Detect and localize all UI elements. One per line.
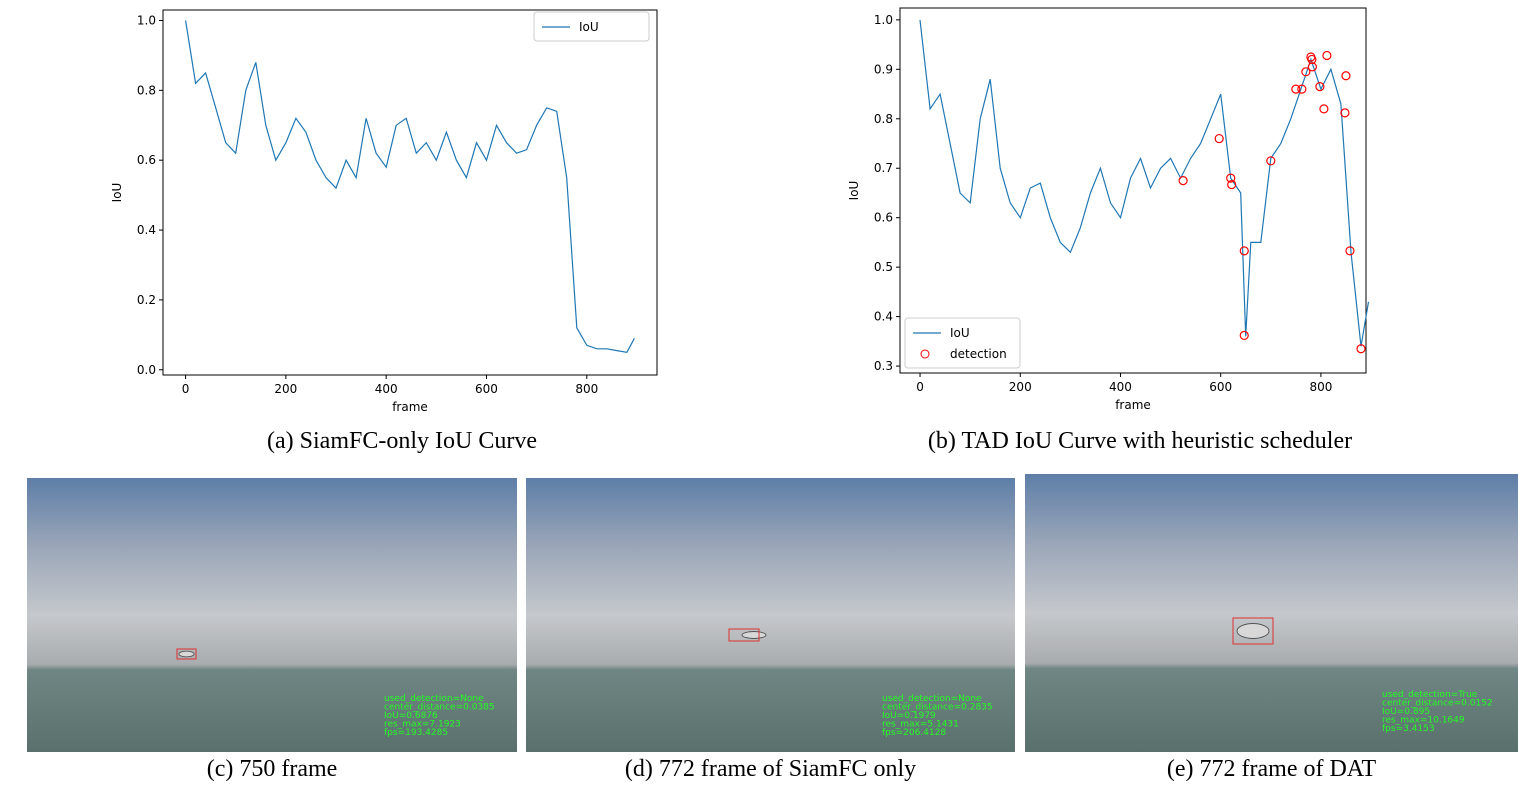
drone xyxy=(178,650,195,658)
drone xyxy=(741,631,767,639)
axes-frame xyxy=(899,7,1367,374)
detection-marker xyxy=(1291,84,1301,94)
overlay-text: IoU=0.895 xyxy=(1382,707,1430,717)
y-tick-label: 0.2 xyxy=(137,293,156,307)
detection-marker xyxy=(1239,330,1249,341)
overlay-text: used_detection=None xyxy=(882,694,982,704)
y-tick-label: 0.0 xyxy=(137,363,156,377)
x-tick-label: 200 xyxy=(274,382,297,396)
x-axis-label: frame xyxy=(392,400,428,414)
photo xyxy=(27,478,517,752)
legend-box xyxy=(533,11,650,42)
overlay-text: res_max=5.1431 xyxy=(882,720,959,730)
tracking-box xyxy=(176,648,197,660)
overlay-text: center_distance=0.2835 xyxy=(882,703,993,713)
legend-label: IoU xyxy=(950,326,970,340)
detection-marker xyxy=(1322,50,1332,61)
detection-marker xyxy=(1297,84,1307,94)
legend-label: IoU xyxy=(579,20,599,34)
detection-marker xyxy=(1227,179,1237,190)
overlay-text: fps=193.4285 xyxy=(384,728,448,738)
detection-marker xyxy=(1345,246,1355,256)
tracking-box xyxy=(728,628,760,642)
iou-line xyxy=(919,19,1370,347)
y-tick-label: 0.6 xyxy=(874,211,893,225)
x-tick-label: 400 xyxy=(375,382,398,396)
detection-marker xyxy=(1214,133,1224,144)
y-tick-label: 1.0 xyxy=(874,13,893,27)
caption: (c) 750 frame xyxy=(207,756,338,781)
detection-marker xyxy=(1315,82,1325,92)
overlay-text: res_max=10.1649 xyxy=(1382,716,1465,726)
detection-marker xyxy=(1178,176,1188,186)
caption: (d) 772 frame of SiamFC only xyxy=(625,756,916,781)
legend-marker xyxy=(920,349,930,359)
detection-marker xyxy=(1341,71,1351,81)
y-tick-label: 0.3 xyxy=(874,359,893,373)
detection-marker xyxy=(1340,108,1350,118)
overlay-text: fps=206.4128 xyxy=(882,728,946,738)
legend-label: detection xyxy=(950,347,1007,361)
detection-marker xyxy=(1307,62,1317,72)
detection-marker xyxy=(1319,104,1329,114)
caption: (a) SiamFC-only IoU Curve xyxy=(267,428,537,454)
y-tick-label: 0.4 xyxy=(137,223,156,237)
drone xyxy=(1236,623,1270,639)
iou-line xyxy=(185,20,635,353)
overlay-text: IoU=0.1979 xyxy=(882,711,936,721)
overlay-text: used_detection=None xyxy=(384,694,484,704)
x-tick-label: 600 xyxy=(475,382,498,396)
y-axis-label: IoU xyxy=(110,183,124,203)
y-tick-label: 0.6 xyxy=(137,153,156,167)
legend-box xyxy=(904,317,1021,369)
x-tick-label: 0 xyxy=(182,382,190,396)
overlay-text: IoU=0.6876 xyxy=(384,711,438,721)
overlay-text: fps=3.4153 xyxy=(1382,724,1435,734)
y-tick-label: 0.4 xyxy=(874,310,893,324)
detection-marker xyxy=(1239,246,1249,256)
x-tick-label: 800 xyxy=(575,382,598,396)
x-tick-label: 0 xyxy=(916,380,924,394)
y-tick-label: 0.5 xyxy=(874,260,893,274)
x-axis-label: frame xyxy=(1115,398,1151,412)
overlay-text: center_distance=0.0385 xyxy=(384,703,495,713)
axes-frame xyxy=(162,9,658,376)
y-tick-label: 1.0 xyxy=(137,13,156,27)
detection-marker xyxy=(1266,156,1276,166)
overlay-text: center_distance=0.0152 xyxy=(1382,699,1493,709)
y-tick-label: 0.9 xyxy=(874,62,893,76)
x-tick-label: 600 xyxy=(1209,380,1232,394)
detection-marker xyxy=(1301,67,1311,77)
caption: (e) 772 frame of DAT xyxy=(1167,756,1377,781)
overlay-text: res_max=7.1923 xyxy=(384,720,461,730)
y-tick-label: 0.8 xyxy=(874,112,893,126)
x-tick-label: 200 xyxy=(1009,380,1032,394)
y-tick-label: 0.8 xyxy=(137,83,156,97)
tracking-box xyxy=(1232,617,1274,645)
y-tick-label: 0.7 xyxy=(874,161,893,175)
detection-marker xyxy=(1226,173,1236,183)
y-axis-label: IoU xyxy=(847,181,861,201)
detection-marker xyxy=(1356,344,1366,354)
photo xyxy=(1025,474,1518,752)
x-tick-label: 800 xyxy=(1309,380,1332,394)
caption: (b) TAD IoU Curve with heuristic schedul… xyxy=(928,428,1352,454)
overlay-text: used_detection=True xyxy=(1382,690,1478,700)
x-tick-label: 400 xyxy=(1109,380,1132,394)
photo xyxy=(526,478,1015,752)
